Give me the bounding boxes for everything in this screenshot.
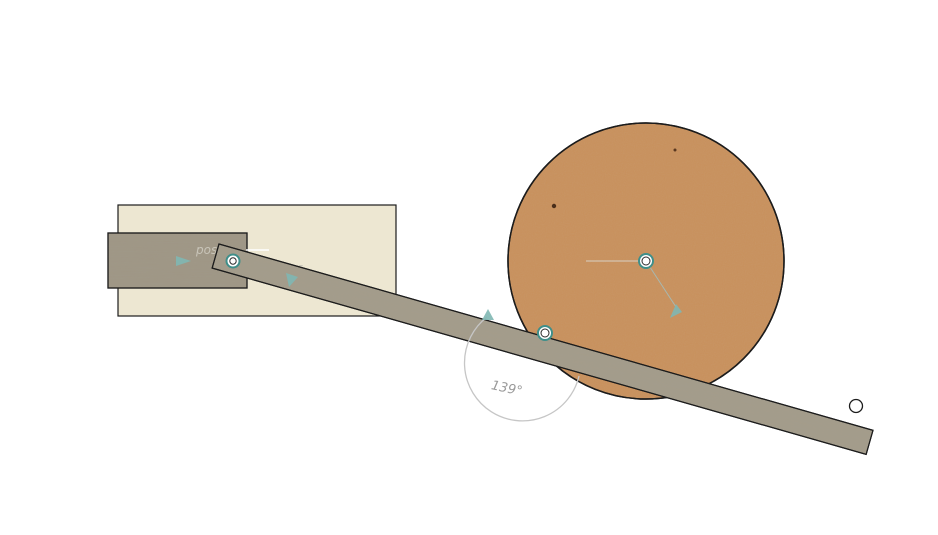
triangle-marker-icon: [670, 304, 682, 318]
angle-dimension-label: 139°: [490, 378, 524, 399]
disc-constraint-lines: [586, 260, 677, 308]
slider-pivot-joint[interactable]: [225, 253, 241, 269]
link-end-hole[interactable]: [848, 398, 864, 414]
triangle-marker-icon: [482, 309, 494, 320]
connecting-link[interactable]: [211, 243, 874, 456]
ghost-label-left: pos: [195, 243, 217, 257]
angle-dimension-arc: [463, 316, 580, 422]
triangle-marker-icon: [286, 273, 298, 287]
triangle-marker-icon: [176, 256, 191, 266]
disc-center-joint[interactable]: [638, 253, 654, 269]
link-mid-joint[interactable]: [537, 325, 553, 341]
